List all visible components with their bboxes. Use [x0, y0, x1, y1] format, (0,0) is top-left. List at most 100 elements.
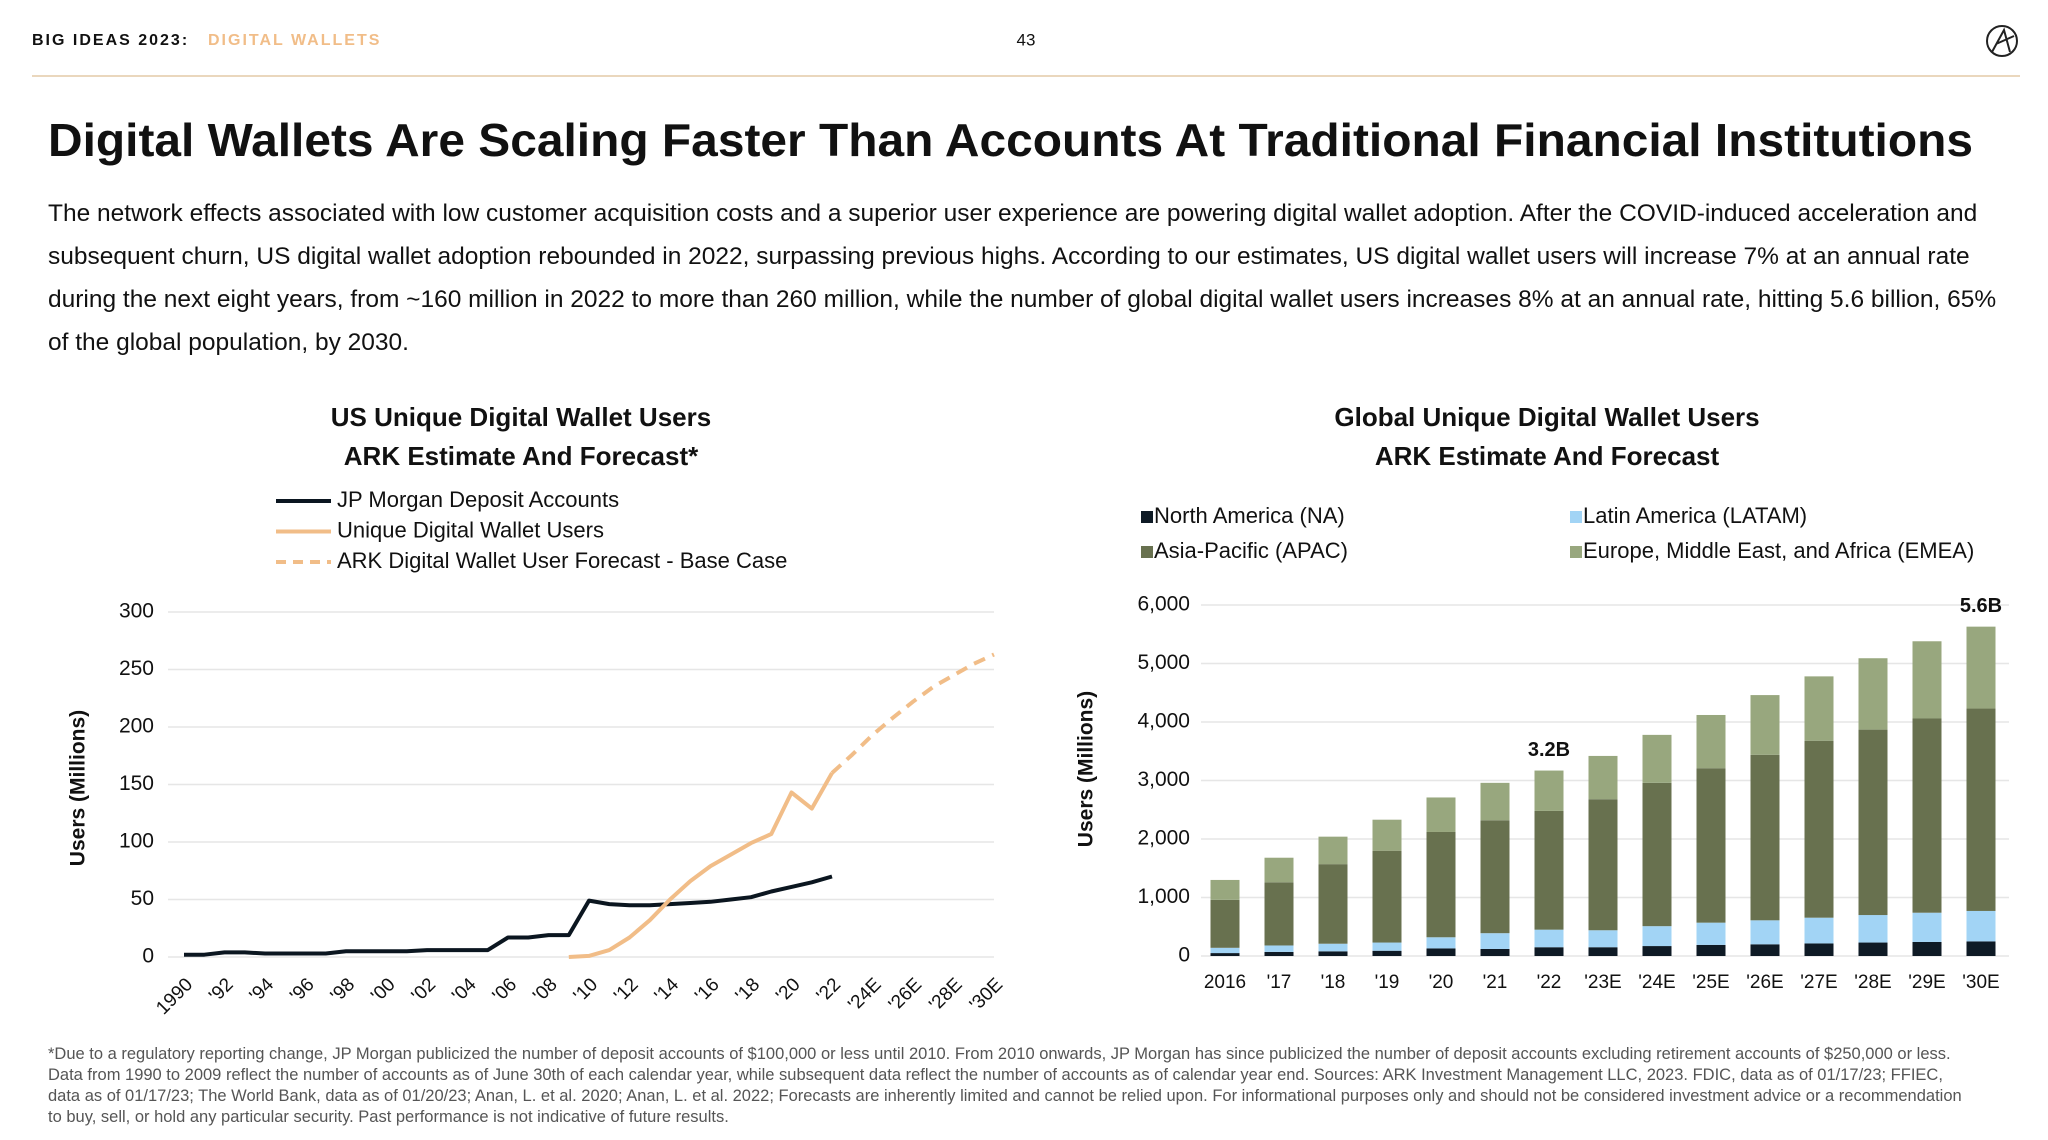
- bar-segment: [1210, 899, 1240, 948]
- logo: [1986, 25, 2018, 57]
- bar-segment: [1858, 942, 1888, 956]
- chart-title: US Unique Digital Wallet Users: [331, 402, 711, 432]
- header-topic: DIGITAL WALLETS: [208, 32, 381, 49]
- bar-segment: [1696, 768, 1726, 923]
- bar-segment: [1264, 945, 1294, 952]
- bar-segment: [1804, 917, 1834, 944]
- x-tick-label: '21: [1483, 972, 1508, 993]
- bar-segment: [1426, 948, 1456, 956]
- bar-segment: [1912, 941, 1942, 956]
- bar-segment: [1912, 718, 1942, 913]
- body-text: The network effects associated with low …: [48, 200, 1997, 356]
- bar-segment: [1264, 951, 1294, 956]
- legend-swatch: [1141, 546, 1153, 558]
- bar-segment: [1210, 879, 1240, 900]
- chart-title: Global Unique Digital Wallet Users: [1334, 402, 1759, 432]
- y-tick-label: 150: [119, 772, 154, 795]
- legend-swatch: [1570, 511, 1582, 523]
- bar-segment: [1480, 820, 1510, 934]
- x-tick-label: '06: [489, 974, 521, 1006]
- legend-label: Asia-Pacific (APAC): [1154, 538, 1348, 563]
- bar-segment: [1966, 941, 1996, 956]
- x-tick-label: '26E: [1746, 972, 1783, 993]
- bar-segment: [1588, 930, 1618, 948]
- x-tick-label: '28E: [925, 974, 966, 1015]
- annotation: 5.6B: [1960, 595, 2002, 617]
- bar-segment: [1426, 831, 1456, 938]
- x-tick-label: '24E: [1638, 972, 1675, 993]
- y-tick-label: 50: [131, 887, 154, 910]
- y-tick-label: 4,000: [1137, 710, 1190, 733]
- x-tick-label: '14: [651, 974, 684, 1007]
- bar-segment: [1750, 920, 1780, 945]
- x-tick-label: '19: [1375, 972, 1400, 993]
- page-number: 43: [1017, 30, 1036, 49]
- bar-segment: [1750, 754, 1780, 921]
- legend-label: ARK Digital Wallet User Forecast - Base …: [337, 548, 787, 573]
- chart-subtitle: ARK Estimate And Forecast: [1375, 441, 1720, 471]
- annotation: 3.2B: [1528, 739, 1570, 761]
- line-series: [568, 772, 834, 959]
- bar-segment: [1642, 782, 1672, 927]
- bar-segment: [1426, 937, 1456, 949]
- bar-segment: [1696, 944, 1726, 956]
- x-tick-label: '24E: [844, 974, 885, 1015]
- line-series: [830, 652, 995, 775]
- bar-segment: [1858, 658, 1888, 730]
- x-tick-label: '94: [246, 974, 279, 1007]
- x-tick-label: '20: [1429, 972, 1454, 993]
- bar-segment: [1966, 910, 1996, 942]
- bar-segment: [1642, 946, 1672, 956]
- x-tick-label: '23E: [1584, 972, 1621, 993]
- y-tick-label: 100: [119, 830, 154, 853]
- bar-segment: [1696, 922, 1726, 945]
- x-tick-label: '29E: [1908, 972, 1945, 993]
- x-tick-label: '08: [529, 974, 561, 1006]
- y-tick-label: 2,000: [1137, 827, 1190, 850]
- legend-label: JP Morgan Deposit Accounts: [337, 487, 619, 512]
- bar-segment: [1264, 857, 1294, 883]
- x-tick-label: '12: [610, 974, 642, 1006]
- bar-segment: [1534, 947, 1564, 956]
- legend-swatch: [1141, 511, 1153, 523]
- footnote: *Due to a regulatory reporting change, J…: [48, 1045, 1962, 1126]
- x-tick-label: '96: [286, 974, 318, 1006]
- bar-segment: [1534, 929, 1564, 948]
- x-tick-label: '02: [408, 974, 440, 1006]
- bar-segment: [1264, 882, 1294, 946]
- legend-label: Europe, Middle East, and Africa (EMEA): [1583, 538, 1974, 563]
- x-tick-label: '27E: [1800, 972, 1837, 993]
- x-tick-label: '30E: [1962, 972, 1999, 993]
- bar-segment: [1372, 942, 1402, 951]
- x-tick-label: 1990: [152, 974, 197, 1019]
- x-tick-label: '22: [813, 974, 845, 1006]
- slide-title: Digital Wallets Are Scaling Faster Than …: [48, 114, 1973, 166]
- x-tick-label: '25E: [1692, 972, 1729, 993]
- bar-segment: [1210, 953, 1240, 956]
- bar-segment: [1480, 782, 1510, 821]
- bar-segment: [1804, 676, 1834, 741]
- chart-subtitle: ARK Estimate And Forecast*: [344, 441, 699, 471]
- x-tick-label: '00: [367, 974, 399, 1006]
- x-tick-label: '04: [448, 974, 481, 1007]
- legend-label: North America (NA): [1154, 503, 1345, 528]
- header-label: BIG IDEAS 2023:: [32, 32, 189, 49]
- bar-segment: [1912, 641, 1942, 719]
- x-tick-label: '10: [570, 974, 602, 1006]
- y-tick-label: 1,000: [1137, 885, 1190, 908]
- line-series: [184, 874, 833, 957]
- x-tick-label: 2016: [1204, 972, 1246, 993]
- bar-segment: [1534, 810, 1564, 930]
- bar-segment: [1588, 799, 1618, 931]
- x-tick-label: '17: [1267, 972, 1292, 993]
- bar-segment: [1480, 933, 1510, 949]
- bar-segment: [1642, 926, 1672, 947]
- x-tick-label: '26E: [885, 974, 926, 1015]
- x-tick-label: '28E: [1854, 972, 1891, 993]
- bar-segment: [1480, 948, 1510, 956]
- legend-label: Unique Digital Wallet Users: [337, 517, 604, 542]
- bar-segment: [1588, 755, 1618, 800]
- x-tick-label: '30E: [966, 974, 1007, 1015]
- y-tick-label: 250: [119, 657, 154, 680]
